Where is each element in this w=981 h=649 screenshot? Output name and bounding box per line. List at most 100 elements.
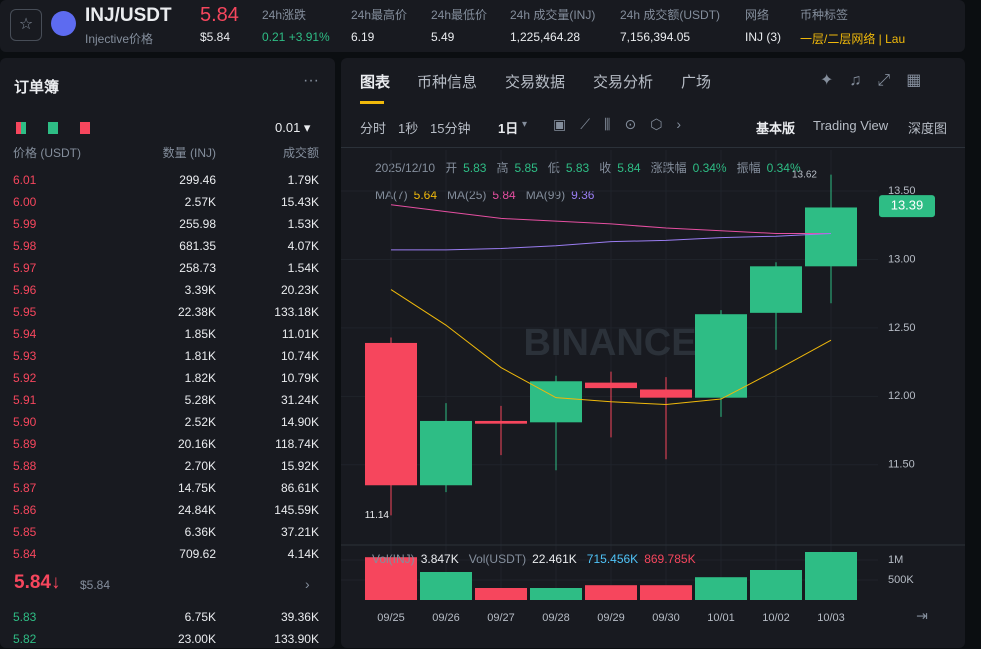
quantity: 2.57K bbox=[184, 195, 216, 209]
amount: 37.21K bbox=[280, 525, 319, 539]
stat-value: INJ (3) bbox=[745, 30, 781, 44]
interval[interactable]: 1秒 bbox=[398, 121, 419, 136]
x-tick-label: 09/29 bbox=[597, 612, 625, 624]
candle-body bbox=[640, 389, 692, 398]
view-asks[interactable] bbox=[80, 122, 90, 134]
info-label: 涨跌幅 bbox=[650, 161, 687, 175]
quantity: 22.38K bbox=[177, 305, 216, 319]
price: 5.93 bbox=[13, 349, 37, 363]
volume-legend: 3.847K bbox=[421, 552, 459, 566]
view-bids[interactable] bbox=[48, 122, 58, 134]
ask-row: 5.94 1.85K 11.01K bbox=[13, 324, 319, 344]
tab[interactable]: 广场 bbox=[681, 74, 712, 91]
y-tick-label: 12.50 bbox=[888, 322, 916, 334]
ask-row: 5.98 681.35 4.07K bbox=[13, 236, 319, 256]
quantity: 258.73 bbox=[179, 261, 216, 275]
tab[interactable]: 币种信息 bbox=[417, 74, 478, 91]
x-tick-label: 10/01 bbox=[707, 612, 735, 624]
info-value: 5.83 bbox=[463, 161, 487, 175]
ask-row: 5.96 3.39K 20.23K bbox=[13, 280, 319, 300]
price: 6.00 bbox=[13, 195, 37, 209]
ask-row: 5.88 2.70K 15.92K bbox=[13, 456, 319, 476]
price: 5.83 bbox=[13, 610, 37, 624]
amount: 145.59K bbox=[274, 503, 319, 517]
price: 5.95 bbox=[13, 305, 37, 319]
quantity: 6.75K bbox=[184, 610, 216, 624]
precision-select[interactable]: 0.01 ▾ bbox=[275, 120, 311, 135]
info-value: 5.84 bbox=[617, 161, 641, 175]
amount: 118.74K bbox=[275, 437, 319, 451]
favorite-button[interactable]: ☆ bbox=[10, 9, 42, 41]
ma-line bbox=[390, 204, 831, 234]
tab[interactable]: 图表 bbox=[360, 74, 391, 91]
amount: 1.79K bbox=[287, 173, 319, 187]
volume-bar bbox=[530, 588, 582, 600]
view[interactable]: 深度图 bbox=[908, 121, 948, 136]
info-value: 5.83 bbox=[565, 161, 590, 175]
ask-row: 5.95 22.38K 133.18K bbox=[13, 302, 319, 322]
interval[interactable]: 15分钟 bbox=[430, 121, 471, 136]
volume-bar bbox=[365, 557, 417, 600]
view[interactable]: 基本版 bbox=[756, 121, 796, 136]
ask-row: 5.85 6.36K 37.21K bbox=[13, 522, 319, 542]
volume-bar bbox=[640, 585, 692, 600]
ask-row: 5.90 2.52K 14.90K bbox=[13, 412, 319, 432]
stat-label: 网络 bbox=[745, 8, 770, 22]
more-arrow[interactable]: › bbox=[305, 576, 310, 592]
volume-legend: 869.785K bbox=[644, 552, 695, 566]
more-button[interactable]: ··· bbox=[303, 72, 319, 89]
bid-row: 5.82 23.00K 133.90K bbox=[13, 629, 319, 649]
ask-row: 6.00 2.57K 15.43K bbox=[13, 192, 319, 212]
price: 6.01 bbox=[13, 173, 37, 187]
x-tick-label: 09/26 bbox=[432, 612, 460, 624]
quantity: 1.85K bbox=[184, 327, 216, 341]
precision: 0.01 bbox=[275, 120, 301, 135]
quantity: 20.16K bbox=[177, 437, 216, 451]
volume-legend: Vol(USDT) bbox=[469, 552, 526, 566]
column-header: 成交额 bbox=[282, 146, 319, 160]
amount: 20.23K bbox=[280, 283, 319, 297]
x-tick-label: 09/28 bbox=[542, 612, 570, 624]
x-tick-label: 09/25 bbox=[377, 612, 405, 624]
chart-tools[interactable]: ▣⟋⫼⊙⬡› bbox=[553, 116, 696, 132]
ask-row: 5.84 709.62 4.14K bbox=[13, 544, 319, 564]
watermark: BINANCE bbox=[523, 322, 696, 364]
ask-row: 5.93 1.81K 10.74K bbox=[13, 346, 319, 366]
info-value: 0.34% bbox=[692, 161, 727, 175]
tab[interactable]: 交易数据 bbox=[505, 74, 566, 91]
volume-legend: Vol(INJ) bbox=[372, 552, 415, 566]
stat-label: 24h最高价 bbox=[351, 8, 408, 22]
dropdown[interactable]: ▾ bbox=[522, 119, 528, 130]
y-tick-label: 13.00 bbox=[888, 253, 916, 265]
ma-line bbox=[390, 289, 832, 406]
last-price-value: 5.84 bbox=[14, 572, 51, 593]
quantity: 681.35 bbox=[179, 239, 216, 253]
interval[interactable]: 分时 bbox=[360, 121, 387, 136]
last-price-label: 13.39 bbox=[891, 198, 924, 213]
high-label: 13.62 bbox=[792, 169, 817, 180]
amount: 133.18K bbox=[274, 305, 319, 319]
volume-bar bbox=[750, 570, 802, 600]
last-price-usd: $5.84 bbox=[80, 578, 111, 592]
amount: 133.90K bbox=[274, 632, 319, 646]
amount: 10.79K bbox=[280, 371, 319, 385]
tool-icons[interactable]: ✦♫⤢▦ bbox=[820, 72, 938, 89]
view[interactable]: Trading View bbox=[813, 118, 889, 133]
y-tick-label: 11.50 bbox=[888, 459, 915, 471]
amount: 1.53K bbox=[287, 217, 319, 231]
amount: 15.92K bbox=[280, 459, 319, 473]
quantity: 2.70K bbox=[184, 459, 216, 473]
coin-logo bbox=[51, 11, 76, 36]
interval[interactable]: 1日 bbox=[498, 121, 519, 136]
info-label: 收 bbox=[599, 161, 612, 175]
stat-value: 0.21 +3.91% bbox=[262, 30, 330, 44]
candle-body bbox=[420, 420, 472, 486]
view-both[interactable] bbox=[16, 122, 26, 134]
coin-name[interactable]: Injective价格 bbox=[85, 32, 154, 46]
tab-indicator bbox=[360, 101, 384, 104]
candle-body bbox=[695, 314, 747, 398]
price: 5.96 bbox=[13, 283, 37, 297]
tab[interactable]: 交易分析 bbox=[593, 74, 654, 91]
last-price-tag bbox=[879, 195, 935, 218]
